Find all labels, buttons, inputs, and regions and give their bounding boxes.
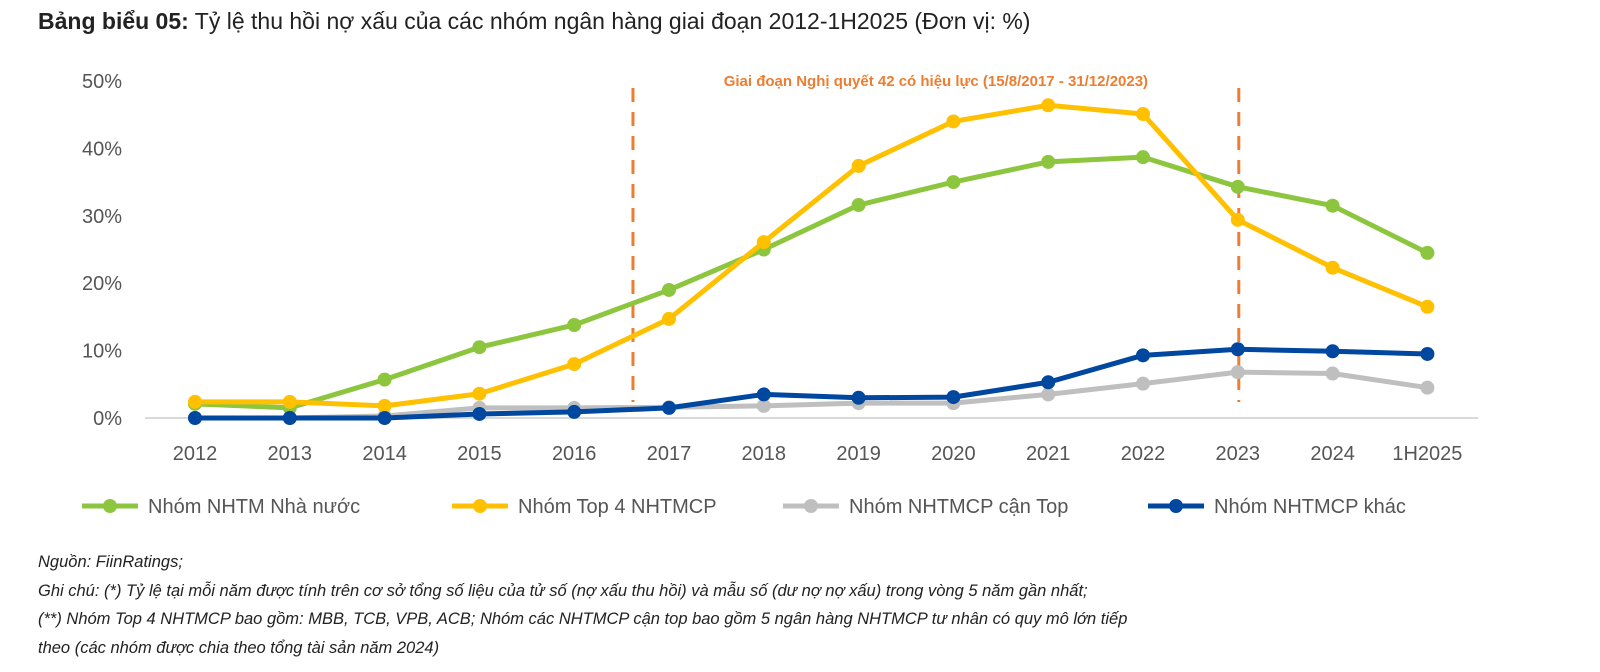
- note-3: theo (các nhóm được chia theo tổng tài s…: [38, 638, 440, 657]
- x-tick-label: 2013: [268, 443, 313, 465]
- data-point: [851, 390, 866, 405]
- data-point: [567, 404, 582, 419]
- legend-swatch-marker: [103, 499, 117, 513]
- data-point: [377, 398, 392, 413]
- y-tick-label: 50%: [82, 71, 122, 93]
- data-point: [1420, 245, 1435, 260]
- x-tick-label: 2024: [1310, 443, 1355, 465]
- series-line: [195, 346, 1428, 421]
- x-tick-label: 2015: [457, 443, 502, 465]
- data-point: [1230, 212, 1245, 227]
- series-line: [195, 369, 1428, 421]
- data-point: [1325, 260, 1340, 275]
- data-point: [1041, 98, 1056, 113]
- period-annotation: Giai đoạn Nghị quyết 42 có hiệu lực (15/…: [724, 73, 1148, 90]
- data-point: [472, 386, 487, 401]
- x-tick-label: 2022: [1121, 443, 1166, 465]
- note-1: Ghi chú: (*) Tỷ lệ tại mỗi năm được tính…: [38, 581, 1088, 600]
- legend-swatch-marker: [473, 499, 487, 513]
- data-point: [1230, 179, 1245, 194]
- data-point: [662, 400, 676, 415]
- x-tick-label: 2020: [931, 443, 976, 465]
- x-tick-label: 2012: [173, 443, 218, 465]
- x-tick-label: 2023: [1216, 443, 1261, 465]
- data-point: [472, 340, 487, 355]
- data-point: [851, 158, 866, 173]
- data-point: [851, 198, 866, 213]
- data-point: [282, 411, 297, 425]
- title-text: Tỷ lệ thu hồi nợ xấu của các nhóm ngân h…: [194, 8, 1031, 34]
- y-tick-label: 40%: [82, 138, 122, 160]
- data-point: [567, 357, 582, 372]
- data-point: [756, 235, 771, 250]
- data-point: [756, 398, 771, 413]
- data-point: [662, 311, 676, 326]
- data-point: [756, 387, 771, 402]
- legend-swatch-marker: [804, 499, 818, 513]
- legend-label: Nhóm NHTMCP cận Top: [849, 496, 1068, 518]
- data-point: [282, 394, 297, 409]
- data-point: [1230, 342, 1245, 357]
- data-point: [1041, 387, 1056, 402]
- data-point: [567, 317, 582, 332]
- legend-label: Nhóm NHTMCP khác: [1214, 496, 1406, 518]
- legend-label: Nhóm NHTM Nhà nước: [148, 496, 360, 518]
- data-point: [662, 282, 676, 297]
- data-point: [377, 411, 392, 425]
- series-line: [195, 102, 1429, 409]
- x-tick-label: 2018: [742, 443, 787, 465]
- data-point: [188, 394, 202, 409]
- data-point: [1420, 299, 1435, 314]
- title-prefix: Bảng biểu 05:: [38, 8, 189, 34]
- data-point: [1041, 154, 1056, 169]
- x-tick-label: 2017: [647, 443, 692, 465]
- data-point: [472, 406, 487, 421]
- data-point: [1136, 376, 1150, 391]
- y-tick-label: 10%: [82, 341, 122, 363]
- note-2: (**) Nhóm Top 4 NHTMCP bao gồm: MBB, TCB…: [38, 610, 1128, 628]
- data-point: [1420, 380, 1435, 395]
- x-tick-label: 2021: [1026, 443, 1071, 465]
- legend-label: Nhóm Top 4 NHTMCP: [518, 496, 717, 518]
- data-point: [1136, 348, 1150, 363]
- source-note: Nguồn: FiinRatings;: [38, 553, 183, 571]
- x-tick-label: 2016: [552, 443, 597, 465]
- data-point: [946, 175, 961, 190]
- x-tick-label: 1H2025: [1392, 443, 1462, 465]
- data-point: [1325, 198, 1340, 213]
- data-point: [946, 114, 961, 129]
- x-tick-label: 2019: [836, 443, 881, 465]
- data-point: [188, 411, 202, 425]
- data-point: [377, 372, 392, 387]
- footnotes: Nguồn: FiinRatings; Ghi chú: (*) Tỷ lệ t…: [38, 548, 1127, 662]
- y-tick-label: 0%: [93, 408, 122, 430]
- data-point: [1325, 344, 1340, 359]
- series-line: [194, 154, 1429, 411]
- data-point: [1041, 375, 1056, 390]
- data-point: [1136, 150, 1150, 165]
- data-point: [1325, 366, 1340, 381]
- data-point: [1420, 346, 1435, 361]
- data-point: [1136, 107, 1150, 122]
- legend-swatch-marker: [1169, 499, 1183, 513]
- y-tick-label: 20%: [82, 273, 122, 295]
- y-tick-label: 30%: [82, 206, 122, 228]
- chart-title: Bảng biểu 05: Tỷ lệ thu hồi nợ xấu của c…: [38, 8, 1030, 35]
- data-point: [946, 390, 961, 405]
- x-tick-label: 2014: [362, 443, 407, 465]
- data-point: [1230, 365, 1245, 380]
